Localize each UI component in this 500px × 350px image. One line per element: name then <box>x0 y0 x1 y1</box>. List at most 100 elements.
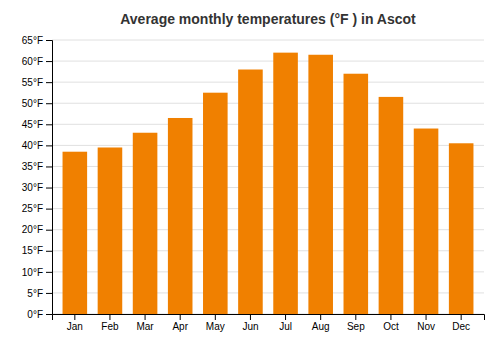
tick-label: 65°F <box>22 35 43 46</box>
grid <box>52 40 484 314</box>
tick-label: 15°F <box>22 245 43 256</box>
axis-line <box>53 315 485 321</box>
bar <box>238 70 263 314</box>
x-tick: May <box>206 314 225 332</box>
tick-mark <box>74 314 75 320</box>
bar <box>273 53 298 314</box>
grid-line <box>52 82 484 83</box>
tick-mark <box>320 314 321 320</box>
tick-label: Jun <box>242 321 258 332</box>
tick-mark <box>180 314 181 320</box>
tick-mark <box>46 230 52 231</box>
bar <box>308 55 333 314</box>
x-tick: Jan <box>67 314 83 332</box>
tick-label: Feb <box>101 321 119 332</box>
tick-mark <box>46 272 52 273</box>
x-tick: Aug <box>312 314 330 332</box>
x-tick: Oct <box>383 314 399 332</box>
y-tick: 55°F <box>22 77 52 88</box>
tick-label: Sep <box>347 321 365 332</box>
x-tick: Jul <box>279 314 292 332</box>
tick-mark <box>46 251 52 252</box>
plot: 0°F 5°F 10°F 15°F 20°F 25°F 30°F 35°F 40°F 45°F 50… <box>22 35 485 332</box>
grid-line <box>52 103 484 104</box>
tick-mark <box>46 61 52 62</box>
x-tick: Dec <box>452 314 470 332</box>
tick-label: Aug <box>312 321 330 332</box>
grid-line <box>52 40 484 41</box>
y-tick: 35°F <box>22 161 52 172</box>
y-axis: 0°F 5°F 10°F 15°F 20°F 25°F 30°F 35°F 40°F 45°F 50… <box>22 35 53 320</box>
tick-label: 10°F <box>22 267 43 278</box>
tick-mark <box>215 314 216 320</box>
y-tick: 50°F <box>22 98 52 109</box>
tick-label: 45°F <box>22 119 43 130</box>
grid-line <box>52 124 484 125</box>
tick-label: Oct <box>383 321 399 332</box>
axis-line <box>46 41 53 315</box>
y-tick: 60°F <box>22 56 52 67</box>
y-tick: 65°F <box>22 35 52 46</box>
tick-mark <box>46 40 52 41</box>
y-tick: 20°F <box>22 224 52 235</box>
tick-label: 50°F <box>22 98 43 109</box>
tick-label: 40°F <box>22 140 43 151</box>
y-tick: 10°F <box>22 267 52 278</box>
tick-label: Jul <box>279 321 292 332</box>
tick-label: 0°F <box>27 309 43 320</box>
tick-label: 35°F <box>22 161 43 172</box>
tick-mark <box>461 314 462 320</box>
x-tick: Feb <box>101 314 119 332</box>
tick-mark <box>145 314 146 320</box>
tick-label: 5°F <box>27 288 43 299</box>
y-tick: 40°F <box>22 140 52 151</box>
x-tick: Apr <box>172 314 188 332</box>
bar <box>379 97 404 314</box>
y-tick: 25°F <box>22 203 52 214</box>
tick-mark <box>46 188 52 189</box>
tick-label: 20°F <box>22 224 43 235</box>
x-axis: Jan Feb Mar Apr May Jun Jul Aug Sep Oct Nov Dec <box>53 314 485 332</box>
grid-line <box>52 61 484 62</box>
tick-mark <box>46 82 52 83</box>
y-tick: 45°F <box>22 119 52 130</box>
tick-label: Nov <box>417 321 435 332</box>
x-tick: Nov <box>417 314 435 332</box>
bar <box>98 147 123 314</box>
x-tick: Sep <box>347 314 365 332</box>
tick-mark <box>46 209 52 210</box>
tick-label: 60°F <box>22 56 43 67</box>
tick-mark <box>46 124 52 125</box>
tick-mark <box>355 314 356 320</box>
tick-mark <box>46 293 52 294</box>
bar <box>133 133 158 314</box>
bar <box>203 93 228 314</box>
tick-mark <box>46 145 52 146</box>
tick-label: Mar <box>136 321 154 332</box>
bar <box>168 118 193 314</box>
y-tick: 15°F <box>22 245 52 256</box>
x-tick: Jun <box>242 314 258 332</box>
y-tick: 30°F <box>22 182 52 193</box>
tick-label: 55°F <box>22 77 43 88</box>
tick-label: 25°F <box>22 203 43 214</box>
tick-label: Apr <box>172 321 188 332</box>
chart: 0°F 5°F 10°F 15°F 20°F 25°F 30°F 35°F 40°F 45°F 50… <box>0 0 500 350</box>
bars <box>63 53 474 314</box>
bar <box>414 129 439 314</box>
y-tick: 5°F <box>27 288 52 299</box>
tick-mark <box>390 314 391 320</box>
tick-label: Jan <box>67 321 83 332</box>
tick-mark <box>426 314 427 320</box>
bar <box>344 74 369 314</box>
bar <box>63 152 88 314</box>
tick-mark <box>46 166 52 167</box>
tick-label: Dec <box>452 321 470 332</box>
bar <box>449 143 474 314</box>
tick-mark <box>250 314 251 320</box>
tick-label: May <box>206 321 225 332</box>
tick-label: 30°F <box>22 182 43 193</box>
y-tick: 0°F <box>27 309 52 320</box>
tick-mark <box>46 103 52 104</box>
title: Average monthly temperatures (°F ) in As… <box>120 11 416 27</box>
